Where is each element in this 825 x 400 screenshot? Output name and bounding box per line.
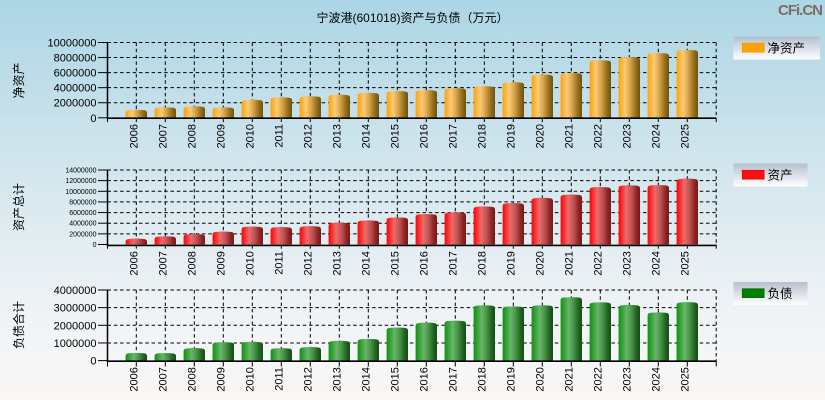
svg-text:0: 0: [90, 356, 96, 368]
svg-text:12000000: 12000000: [65, 178, 96, 185]
svg-text:8000000: 8000000: [69, 199, 96, 206]
svg-text:1000000: 1000000: [54, 338, 97, 350]
svg-text:2010: 2010: [244, 251, 256, 275]
svg-text:2010: 2010: [244, 124, 256, 148]
svg-text:2018: 2018: [476, 367, 488, 391]
svg-text:2024: 2024: [650, 124, 662, 148]
svg-text:2024: 2024: [650, 367, 662, 391]
svg-text:2008: 2008: [186, 124, 198, 148]
svg-text:2012: 2012: [302, 251, 314, 275]
svg-text:2012: 2012: [302, 367, 314, 391]
svg-text:2017: 2017: [447, 251, 459, 275]
svg-text:2011: 2011: [273, 367, 285, 391]
svg-text:2006: 2006: [128, 367, 140, 391]
svg-text:宁波港(601018)资产与负债（万元）: 宁波港(601018)资产与负债（万元）: [316, 10, 508, 25]
svg-text:2011: 2011: [273, 251, 285, 275]
svg-text:2014: 2014: [360, 124, 372, 148]
svg-text:10000000: 10000000: [65, 189, 96, 196]
svg-text:2015: 2015: [389, 124, 401, 148]
svg-text:2012: 2012: [302, 124, 314, 148]
svg-text:2025: 2025: [679, 124, 691, 148]
svg-text:2011: 2011: [273, 124, 285, 148]
svg-text:2000000: 2000000: [54, 320, 97, 332]
svg-text:10000000: 10000000: [48, 38, 97, 50]
svg-text:2017: 2017: [447, 124, 459, 148]
svg-text:2020: 2020: [534, 124, 546, 148]
svg-text:6000000: 6000000: [54, 68, 97, 80]
svg-text:2006: 2006: [128, 124, 140, 148]
svg-text:4000000: 4000000: [54, 83, 97, 95]
svg-text:2013: 2013: [331, 367, 343, 391]
svg-text:2013: 2013: [331, 124, 343, 148]
svg-text:2007: 2007: [157, 367, 169, 391]
svg-text:2000000: 2000000: [69, 231, 96, 238]
svg-text:4000000: 4000000: [54, 285, 97, 297]
svg-text:2007: 2007: [157, 251, 169, 275]
svg-text:2022: 2022: [592, 124, 604, 148]
svg-text:2017: 2017: [447, 367, 459, 391]
svg-text:负债: 负债: [768, 287, 793, 301]
svg-text:2014: 2014: [360, 251, 372, 275]
svg-text:2008: 2008: [186, 367, 198, 391]
svg-text:2023: 2023: [621, 251, 633, 275]
svg-text:2016: 2016: [418, 124, 430, 148]
svg-text:净资产: 净资产: [768, 42, 806, 56]
svg-text:2024: 2024: [650, 251, 662, 275]
svg-text:2023: 2023: [621, 124, 633, 148]
svg-text:2022: 2022: [592, 251, 604, 275]
svg-text:0: 0: [93, 242, 97, 249]
svg-text:2000000: 2000000: [54, 98, 97, 110]
svg-text:2009: 2009: [215, 251, 227, 275]
svg-text:2013: 2013: [331, 251, 343, 275]
svg-text:2021: 2021: [563, 251, 575, 275]
svg-text:2008: 2008: [186, 251, 198, 275]
svg-text:4000000: 4000000: [69, 221, 96, 228]
svg-text:CFi.CN: CFi.CN: [778, 2, 822, 19]
svg-text:14000000: 14000000: [65, 168, 96, 175]
svg-text:2018: 2018: [476, 251, 488, 275]
svg-text:2019: 2019: [505, 124, 517, 148]
svg-text:2010: 2010: [244, 367, 256, 391]
svg-text:2025: 2025: [679, 251, 691, 275]
svg-text:2015: 2015: [389, 251, 401, 275]
svg-text:2019: 2019: [505, 367, 517, 391]
svg-text:2019: 2019: [505, 251, 517, 275]
svg-text:2006: 2006: [128, 251, 140, 275]
svg-text:8000000: 8000000: [54, 53, 97, 65]
svg-text:2023: 2023: [621, 367, 633, 391]
svg-text:2021: 2021: [563, 124, 575, 148]
svg-text:净资产: 净资产: [12, 62, 26, 98]
svg-text:6000000: 6000000: [69, 210, 96, 217]
svg-text:2009: 2009: [215, 367, 227, 391]
svg-text:2014: 2014: [360, 367, 372, 391]
svg-text:2018: 2018: [476, 124, 488, 148]
svg-text:2016: 2016: [418, 367, 430, 391]
svg-text:2021: 2021: [563, 367, 575, 391]
svg-text:3000000: 3000000: [54, 303, 97, 315]
svg-text:2009: 2009: [215, 124, 227, 148]
svg-text:2016: 2016: [418, 251, 430, 275]
svg-text:2020: 2020: [534, 251, 546, 275]
svg-text:资产总计: 资产总计: [12, 183, 26, 231]
svg-text:2015: 2015: [389, 367, 401, 391]
svg-text:2020: 2020: [534, 367, 546, 391]
svg-text:负债合计: 负债合计: [11, 301, 26, 349]
svg-text:资产: 资产: [768, 169, 793, 183]
svg-text:0: 0: [90, 113, 96, 125]
svg-text:2022: 2022: [592, 367, 604, 391]
svg-text:2025: 2025: [679, 367, 691, 391]
svg-text:2007: 2007: [157, 124, 169, 148]
